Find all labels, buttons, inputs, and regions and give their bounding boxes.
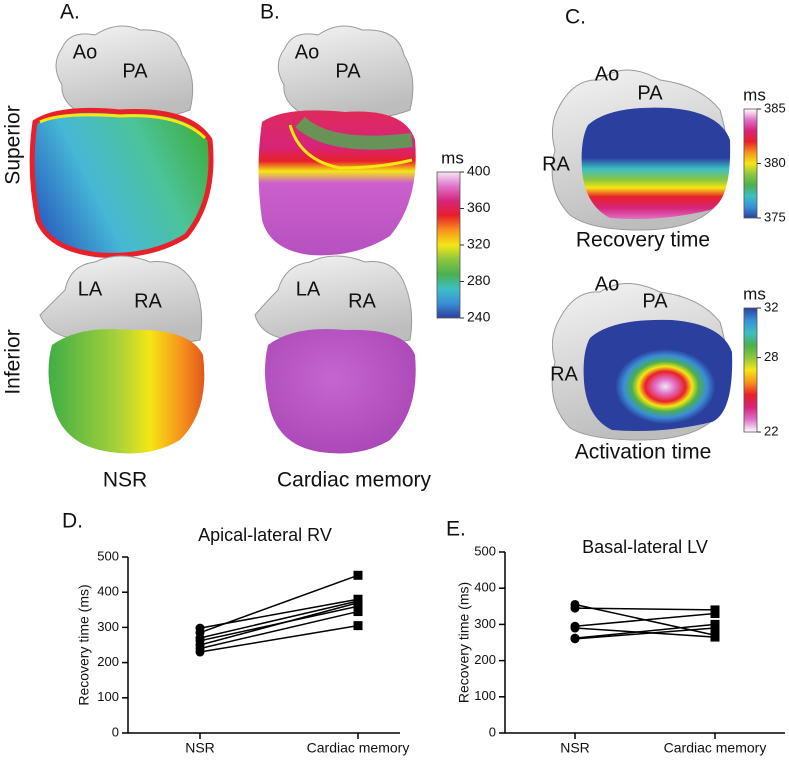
data-point bbox=[710, 632, 720, 642]
y-tick-label: 200 bbox=[97, 654, 119, 669]
subject-line bbox=[574, 627, 716, 640]
colorbar-tick-label: 320 bbox=[467, 236, 491, 252]
anatomy-label: RA bbox=[542, 153, 570, 175]
colorbar bbox=[743, 108, 758, 219]
x-tick-label: NSR bbox=[560, 740, 590, 756]
heart-b-inferior: LA RA bbox=[254, 255, 416, 454]
data-point bbox=[195, 647, 205, 657]
data-point bbox=[353, 598, 363, 608]
colorbar bbox=[436, 171, 461, 319]
subject-line bbox=[199, 610, 359, 650]
panel-label: A. bbox=[60, 1, 80, 24]
chart-title: Basal-lateral LV bbox=[582, 537, 708, 557]
panel-label: E. bbox=[446, 518, 466, 541]
colorbar bbox=[743, 307, 758, 433]
data-point bbox=[570, 603, 580, 613]
anatomy-label: PA bbox=[335, 60, 361, 82]
heart-b-superior: Ao PA bbox=[258, 25, 416, 256]
x-tick-label: Cardiac memory bbox=[664, 740, 767, 756]
data-point bbox=[710, 623, 720, 633]
anatomy-label: Ao bbox=[595, 63, 619, 85]
x-tick-label: Cardiac memory bbox=[307, 740, 410, 756]
subject-line bbox=[199, 602, 359, 646]
caption: Activation time bbox=[575, 441, 712, 464]
colorbar-unit: ms bbox=[743, 85, 766, 104]
chart-title: Apical-lateral RV bbox=[198, 525, 332, 545]
caption: NSR bbox=[103, 469, 147, 492]
data-point bbox=[570, 623, 580, 633]
data-point bbox=[353, 607, 363, 617]
subject-line bbox=[199, 574, 359, 634]
colorbar-tick-label: 280 bbox=[467, 272, 491, 288]
heart-c-recovery: Ao PA RA bbox=[542, 63, 731, 231]
y-tick-label: 100 bbox=[474, 688, 496, 703]
heart-c-activation: Ao PA RA bbox=[550, 273, 733, 441]
colorbar-tick-label: 360 bbox=[467, 199, 491, 215]
subject-line bbox=[199, 600, 359, 639]
subject-line bbox=[199, 624, 359, 653]
heart-a-superior: Ao PA bbox=[29, 25, 214, 258]
y-tick-label: 300 bbox=[474, 616, 496, 631]
data-point bbox=[570, 634, 580, 644]
colorbar-unit: ms bbox=[743, 284, 766, 303]
caption: Cardiac memory bbox=[277, 469, 432, 492]
row-label: Superior bbox=[2, 105, 25, 184]
anatomy-label: LA bbox=[296, 278, 321, 300]
y-tick-label: 100 bbox=[97, 689, 119, 704]
panel-label: B. bbox=[260, 1, 280, 24]
colorbar-tick-label: 400 bbox=[467, 163, 491, 179]
anatomy-label: PA bbox=[122, 60, 148, 82]
colorbar-unit: ms bbox=[441, 148, 464, 167]
colorbar-tick-label: 28 bbox=[764, 349, 778, 364]
subject-line bbox=[574, 612, 716, 627]
colorbar-tick-label: 375 bbox=[764, 209, 786, 224]
y-tick-label: 0 bbox=[112, 724, 119, 739]
subject-line bbox=[574, 607, 716, 611]
y-axis-label: Recovery time (ms) bbox=[76, 584, 92, 705]
y-tick-label: 300 bbox=[97, 619, 119, 634]
y-tick-label: 500 bbox=[97, 548, 119, 563]
anatomy-label: Ao bbox=[295, 41, 319, 63]
colorbar-tick-label: 380 bbox=[764, 155, 786, 170]
y-tick-label: 500 bbox=[474, 543, 496, 558]
anatomy-label: PA bbox=[642, 290, 668, 312]
colorbar-tick-label: 385 bbox=[764, 100, 786, 115]
panel-label: D. bbox=[62, 510, 83, 533]
anatomy-label: RA bbox=[348, 290, 376, 312]
anatomy-label: RA bbox=[134, 290, 162, 312]
anatomy-label: Ao bbox=[73, 41, 97, 63]
colorbar-tick-label: 240 bbox=[467, 309, 491, 325]
data-point bbox=[353, 621, 363, 631]
data-point bbox=[710, 609, 720, 619]
panel-label: C. bbox=[565, 6, 586, 29]
x-tick-label: NSR bbox=[185, 740, 215, 756]
heart-a-inferior: LA RA bbox=[39, 255, 205, 454]
colorbar-tick-label: 32 bbox=[764, 299, 778, 314]
y-axis-label: Recovery time (ms) bbox=[456, 582, 472, 703]
colorbar-tick-label: 22 bbox=[764, 423, 778, 438]
anatomy-label: LA bbox=[78, 278, 103, 300]
subject-line bbox=[574, 623, 716, 639]
data-point bbox=[353, 570, 363, 580]
anatomy-label: Ao bbox=[595, 273, 619, 295]
row-label: Inferior bbox=[2, 329, 25, 394]
y-tick-label: 200 bbox=[474, 652, 496, 667]
anatomy-label: PA bbox=[637, 82, 663, 104]
y-tick-label: 400 bbox=[474, 580, 496, 595]
y-tick-label: 400 bbox=[97, 584, 119, 599]
y-tick-label: 0 bbox=[489, 724, 496, 739]
caption: Recovery time bbox=[576, 229, 710, 252]
anatomy-label: RA bbox=[550, 363, 578, 385]
subject-line bbox=[574, 627, 716, 638]
